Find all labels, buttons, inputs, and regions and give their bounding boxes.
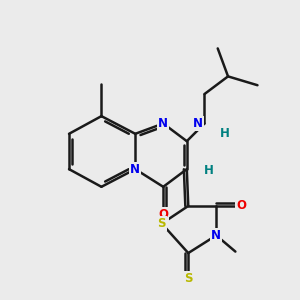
Text: O: O xyxy=(236,200,246,212)
Text: N: N xyxy=(130,163,140,176)
Text: S: S xyxy=(184,272,193,285)
Text: N: N xyxy=(211,229,221,242)
Text: O: O xyxy=(158,208,168,221)
Text: N: N xyxy=(158,117,168,130)
Text: S: S xyxy=(158,217,166,230)
Text: N: N xyxy=(193,117,203,130)
Text: H: H xyxy=(204,164,214,177)
Text: H: H xyxy=(220,127,230,140)
